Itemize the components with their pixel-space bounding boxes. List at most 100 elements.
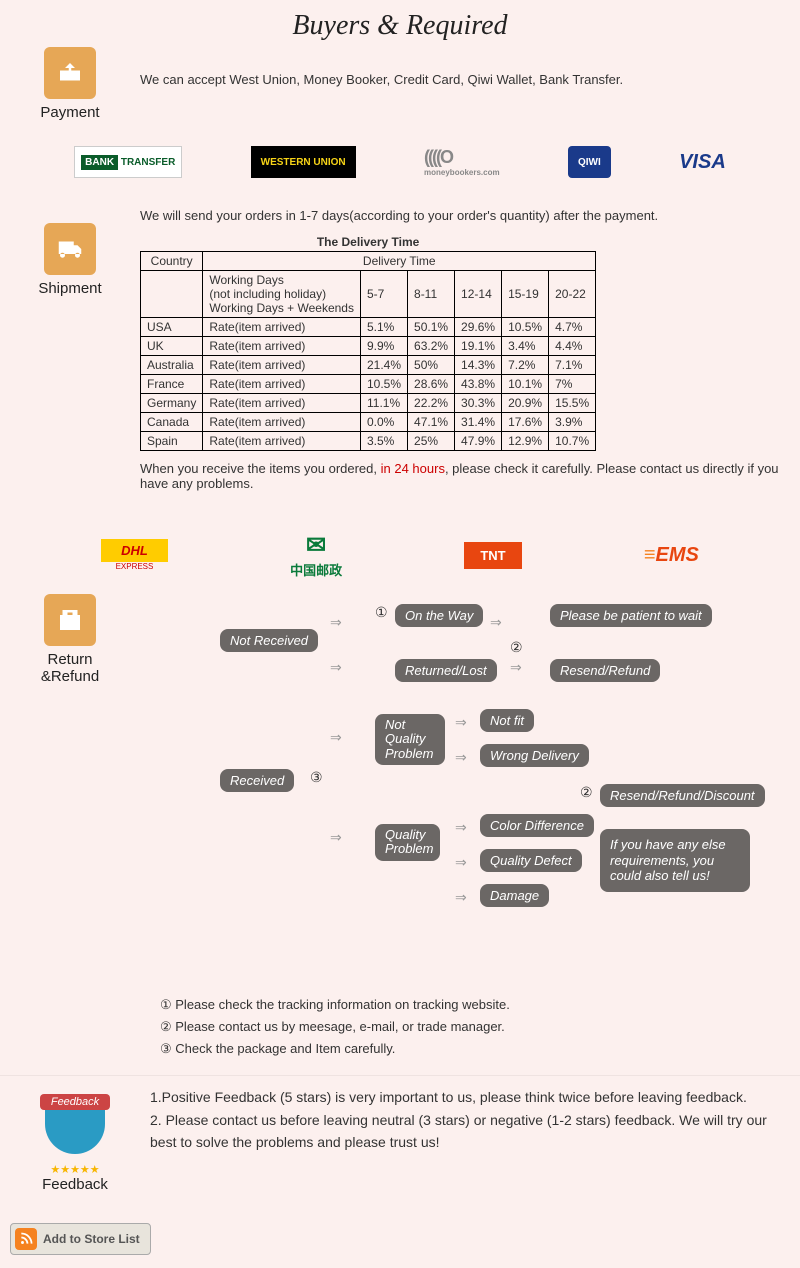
table-row: CanadaRate(item arrived)0.0%47.1%31.4%17… — [141, 413, 596, 432]
table-cell: 7% — [549, 375, 596, 394]
payment-logos: BANK TRANSFER WESTERN UNION ((((Omoneybo… — [0, 136, 800, 198]
table-cell: 43.8% — [455, 375, 502, 394]
return-label: Return &Refund — [20, 651, 120, 685]
logo-tnt: TNT — [464, 542, 521, 569]
logo-dhl: DHLEXPRESS — [101, 539, 168, 571]
table-cell: 10.7% — [549, 432, 596, 451]
add-to-store-button[interactable]: Add to Store List — [10, 1223, 151, 1255]
table-cell: 15-19 — [502, 271, 549, 318]
table-row: USARate(item arrived)5.1%50.1%29.6%10.5%… — [141, 318, 596, 337]
flow-quality: Quality Problem — [375, 824, 440, 861]
table-cell: 20.9% — [502, 394, 549, 413]
flow-resend-refund-discount: Resend/Refund/Discount — [600, 784, 765, 807]
shipment-section: Shipment We will send your orders in 1-7… — [0, 198, 800, 516]
flow-color-diff: Color Difference — [480, 814, 594, 837]
return-note-1: ① Please check the tracking information … — [160, 994, 800, 1016]
table-cell: Spain — [141, 432, 203, 451]
flow-not-received: Not Received — [220, 629, 318, 652]
table-row: AustraliaRate(item arrived)21.4%50%14.3%… — [141, 356, 596, 375]
table-cell: Rate(item arrived) — [203, 356, 361, 375]
table-cell: 14.3% — [455, 356, 502, 375]
table-cell: 5.1% — [360, 318, 407, 337]
table-cell: 0.0% — [360, 413, 407, 432]
table-cell: Rate(item arrived) — [203, 337, 361, 356]
table-cell: 10.1% — [502, 375, 549, 394]
logo-qiwi: QIWI — [568, 146, 611, 178]
table-cell: Rate(item arrived) — [203, 375, 361, 394]
table-cell: Germany — [141, 394, 203, 413]
table-cell: 21.4% — [360, 356, 407, 375]
table-cell: 12-14 — [455, 271, 502, 318]
flow-not-fit: Not fit — [480, 709, 534, 732]
flow-received: Received — [220, 769, 294, 792]
table-cell: 47.1% — [408, 413, 455, 432]
table-cell: 4.7% — [549, 318, 596, 337]
return-flowchart: Not Received Received ① On the Way Retur… — [180, 604, 780, 974]
return-icon — [44, 594, 96, 646]
flow-on-the-way: On the Way — [395, 604, 483, 627]
return-note-2: ② Please contact us by meesage, e-mail, … — [160, 1016, 800, 1038]
table-cell: 10.5% — [502, 318, 549, 337]
table-title: The Delivery Time — [141, 233, 596, 252]
table-cell: 30.3% — [455, 394, 502, 413]
feedback-label: Feedback — [20, 1176, 130, 1193]
table-cell: 10.5% — [360, 375, 407, 394]
table-cell: 11.1% — [360, 394, 407, 413]
feedback-badge-icon: Feedback — [40, 1094, 110, 1164]
delivery-table: The Delivery Time CountryDelivery Time W… — [140, 233, 596, 451]
payment-section: Payment We can accept West Union, Money … — [0, 47, 800, 136]
feedback-section: Feedback ★★★★★ Feedback 1.Positive Feedb… — [0, 1075, 800, 1213]
table-cell: 12.9% — [502, 432, 549, 451]
return-note-3: ③ Check the package and Item carefully. — [160, 1038, 800, 1060]
shipping-logos: DHLEXPRESS ✉中国邮政 TNT ≡EMS — [0, 516, 800, 594]
table-cell: 4.4% — [549, 337, 596, 356]
table-cell: Australia — [141, 356, 203, 375]
table-cell: Canada — [141, 413, 203, 432]
return-section: Return &Refund Not Received Received ① O… — [0, 594, 800, 994]
table-cell: 17.6% — [502, 413, 549, 432]
table-cell: Rate(item arrived) — [203, 318, 361, 337]
table-cell: 3.9% — [549, 413, 596, 432]
table-header: Delivery Time — [203, 252, 596, 271]
table-row: GermanyRate(item arrived)11.1%22.2%30.3%… — [141, 394, 596, 413]
flow-quality-defect: Quality Defect — [480, 849, 582, 872]
table-cell: 3.5% — [360, 432, 407, 451]
table-cell: 7.1% — [549, 356, 596, 375]
flow-resend-refund: Resend/Refund — [550, 659, 660, 682]
payment-label: Payment — [20, 104, 120, 121]
table-cell: 19.1% — [455, 337, 502, 356]
table-cell: 5-7 — [360, 271, 407, 318]
logo-visa: VISA — [679, 146, 726, 178]
table-cell: Rate(item arrived) — [203, 413, 361, 432]
logo-china-post: ✉中国邮政 — [290, 531, 342, 579]
page-title: Buyers & Required — [0, 0, 800, 47]
payment-icon — [44, 47, 96, 99]
table-row: SpainRate(item arrived)3.5%25%47.9%12.9%… — [141, 432, 596, 451]
rss-icon — [15, 1228, 37, 1250]
payment-intro: We can accept West Union, Money Booker, … — [140, 72, 780, 87]
table-cell: 28.6% — [408, 375, 455, 394]
table-cell: 15.5% — [549, 394, 596, 413]
table-row: FranceRate(item arrived)10.5%28.6%43.8%1… — [141, 375, 596, 394]
table-cell: UK — [141, 337, 203, 356]
logo-western-union: WESTERN UNION — [251, 146, 356, 178]
table-cell: 7.2% — [502, 356, 549, 375]
table-cell: 8-11 — [408, 271, 455, 318]
table-cell: 50.1% — [408, 318, 455, 337]
table-cell: Rate(item arrived) — [203, 394, 361, 413]
table-cell: 3.4% — [502, 337, 549, 356]
flow-else-req: If you have any else requirements, you c… — [600, 829, 750, 892]
table-cell: 25% — [408, 432, 455, 451]
table-cell: 31.4% — [455, 413, 502, 432]
table-cell: 9.9% — [360, 337, 407, 356]
table-cell: USA — [141, 318, 203, 337]
logo-moneybookers: ((((Omoneybookers.com — [424, 146, 500, 178]
table-cell: France — [141, 375, 203, 394]
shipment-label: Shipment — [20, 280, 120, 297]
shipment-intro: We will send your orders in 1-7 days(acc… — [140, 208, 780, 223]
table-cell: 29.6% — [455, 318, 502, 337]
logo-bank-transfer: BANK TRANSFER — [74, 146, 182, 178]
flow-returned-lost: Returned/Lost — [395, 659, 497, 682]
feedback-line-2: 2. Please contact us before leaving neut… — [150, 1109, 780, 1154]
table-cell: Rate(item arrived) — [203, 432, 361, 451]
